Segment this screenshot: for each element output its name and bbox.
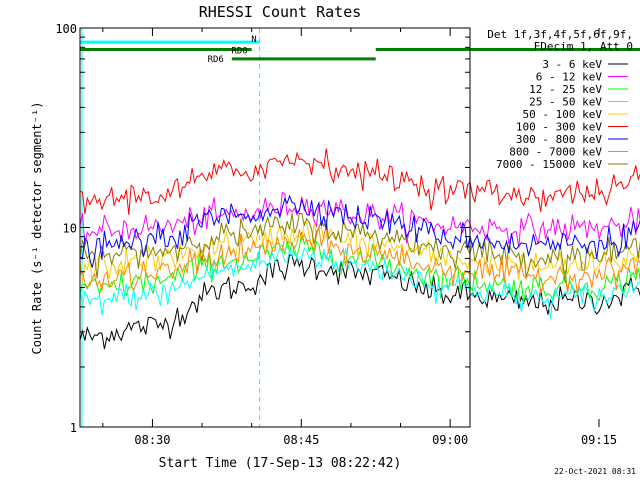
y-tick-label-1: 10 [63, 222, 77, 236]
x-tick-label-3: 09:15 [581, 433, 617, 447]
axis-layer: 08:3008:4509:0009:1509:3009:4510:0011010… [55, 22, 617, 447]
x-tick-label-2: 09:00 [432, 433, 468, 447]
series-line-8 [79, 212, 640, 283]
legend-label-6: 300 - 800 keV [516, 133, 602, 146]
legend-label-7: 800 - 7000 keV [509, 146, 602, 159]
series-line-3 [79, 246, 640, 319]
state-label-rd0: RD0 [231, 47, 247, 57]
series-line-5 [79, 148, 640, 215]
footer-date: 22-Oct-2021 08:31 [554, 467, 636, 476]
state-label-n: N [251, 35, 256, 45]
y-tick-label-2: 100 [55, 22, 77, 36]
plot-layer: N RD0 RD6 [79, 28, 640, 427]
legend-label-1: 6 - 12 keV [536, 71, 603, 84]
series-line-7 [79, 226, 640, 294]
series-line-4 [79, 221, 640, 282]
legend-label-4: 50 - 100 keV [523, 108, 603, 121]
state-label-rd6: RD6 [208, 55, 224, 65]
y-tick-label-0: 1 [70, 421, 77, 435]
series-line-6 [79, 194, 640, 268]
series-line-1 [79, 191, 640, 248]
legend-label-2: 12 - 25 keV [529, 83, 602, 96]
series-line-0 [79, 254, 640, 350]
legend-label-3: 25 - 50 keV [529, 96, 602, 109]
chart-title: RHESSI Count Rates [199, 3, 362, 21]
x-tick-label-1: 08:45 [283, 433, 319, 447]
series-line-2 [79, 231, 640, 304]
legend-label-5: 100 - 300 keV [516, 121, 602, 134]
y-axis-label: Count Rate (s⁻¹ detector segment⁻¹) [30, 102, 44, 355]
legend-label-0: 3 - 6 keV [542, 58, 602, 71]
x-axis-label: Start Time (17-Sep-13 08:22:42) [159, 456, 402, 471]
legend-header-line-1: Det 1f,3f,4f,5f,6f,9f, [487, 28, 633, 41]
legend-label-8: 7000 - 15000 keV [496, 158, 602, 171]
x-tick-label-0: 08:30 [134, 433, 170, 447]
legend-header-line-2: FDecim 1, Att 0 [534, 40, 633, 53]
